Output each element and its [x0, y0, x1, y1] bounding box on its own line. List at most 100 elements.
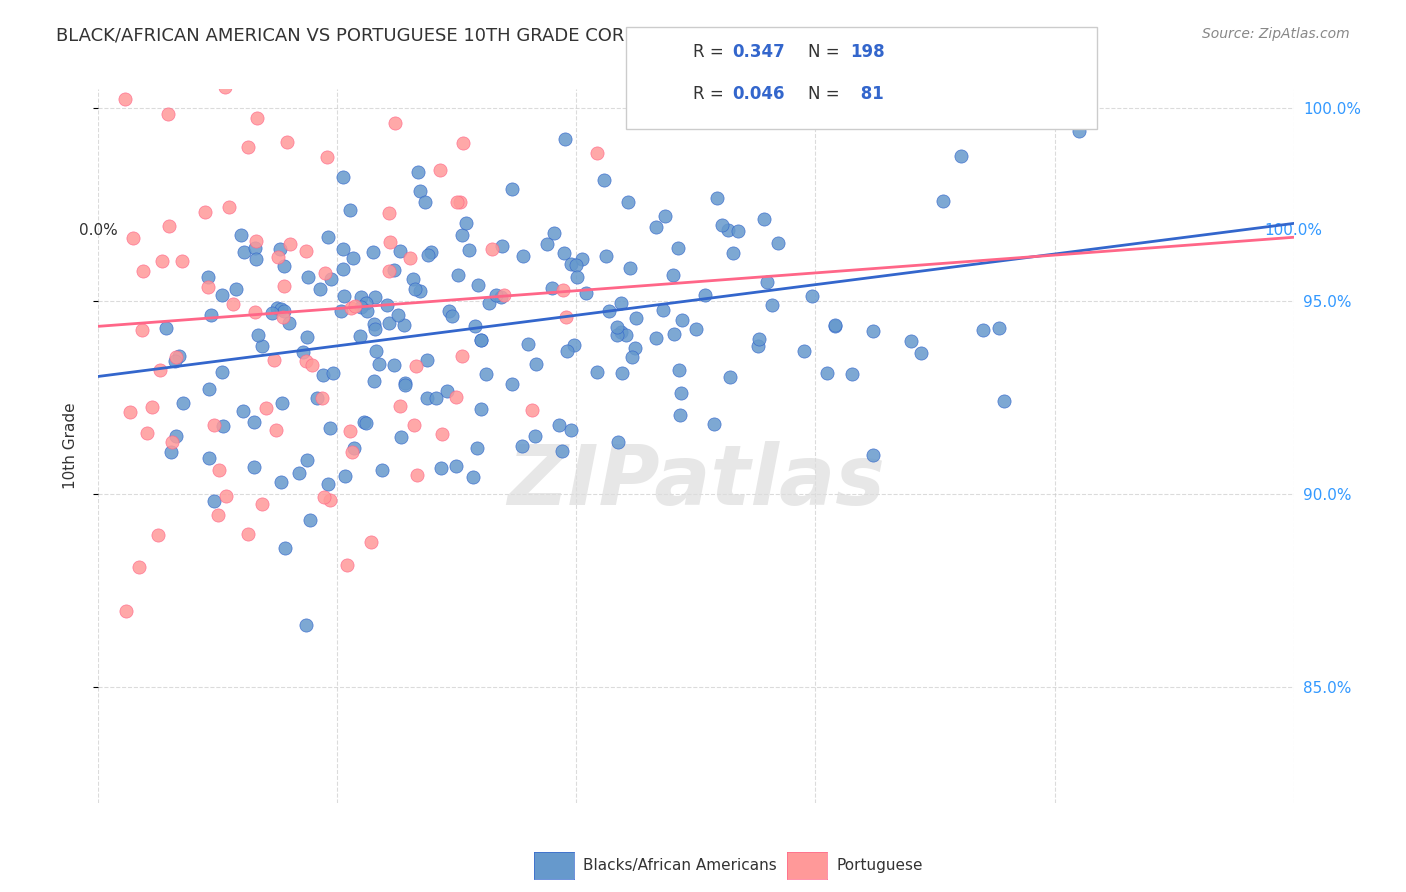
Point: [378, 235, 401, 250]
Point: [330, 303, 353, 318]
Point: [560, 424, 582, 438]
Point: [212, 419, 235, 434]
Point: [512, 249, 534, 263]
Point: [1067, 124, 1090, 138]
Point: [271, 396, 294, 410]
Point: [451, 349, 474, 363]
Point: [316, 150, 339, 164]
Point: [349, 329, 371, 343]
Point: [418, 248, 440, 262]
Point: [430, 460, 453, 475]
Point: [172, 395, 194, 409]
Point: [451, 136, 474, 150]
Point: [363, 322, 385, 336]
Point: [436, 384, 458, 399]
Point: [425, 391, 447, 405]
Point: [360, 0, 382, 13]
Point: [156, 107, 179, 121]
Point: [332, 169, 354, 184]
Point: [703, 417, 725, 431]
Point: [661, 268, 683, 282]
Point: [271, 310, 294, 324]
Point: [972, 324, 994, 338]
Point: [371, 462, 394, 476]
Point: [706, 191, 728, 205]
Point: [301, 358, 323, 372]
Point: [447, 268, 470, 283]
Point: [516, 336, 538, 351]
Point: [624, 341, 647, 355]
Point: [319, 492, 342, 507]
Point: [211, 288, 233, 302]
Point: [394, 318, 416, 333]
Point: [801, 289, 824, 303]
Point: [645, 219, 668, 234]
Point: [841, 368, 863, 382]
Point: [454, 216, 477, 230]
Point: [585, 145, 607, 160]
Point: [159, 445, 181, 459]
Point: [250, 497, 273, 511]
Point: [312, 368, 335, 382]
Point: [402, 271, 425, 285]
Point: [340, 444, 363, 458]
Text: 100.0%: 100.0%: [1264, 223, 1323, 238]
Point: [610, 366, 633, 380]
Point: [565, 269, 588, 284]
Point: [141, 400, 163, 414]
Point: [897, 67, 920, 81]
Point: [761, 298, 783, 312]
Point: [200, 308, 222, 322]
Point: [231, 227, 253, 242]
Point: [510, 439, 533, 453]
Point: [278, 237, 301, 252]
Point: [520, 403, 543, 417]
Text: N =: N =: [808, 43, 845, 61]
Point: [360, 534, 382, 549]
Point: [250, 339, 273, 353]
Point: [120, 405, 142, 419]
Point: [267, 251, 290, 265]
Point: [221, 297, 243, 311]
Text: 81: 81: [855, 85, 883, 103]
Point: [378, 206, 401, 220]
Point: [263, 353, 285, 368]
Point: [416, 352, 439, 367]
Text: 0.347: 0.347: [733, 43, 786, 61]
Point: [718, 369, 741, 384]
Point: [197, 269, 219, 284]
Point: [246, 112, 269, 126]
Point: [408, 165, 430, 179]
Point: [336, 558, 359, 572]
Point: [309, 282, 332, 296]
Point: [571, 252, 593, 266]
Point: [208, 463, 231, 477]
Point: [491, 238, 513, 252]
Point: [553, 246, 575, 260]
Point: [225, 282, 247, 296]
Point: [297, 269, 319, 284]
Point: [748, 332, 770, 346]
Point: [299, 0, 322, 2]
Point: [122, 231, 145, 245]
Point: [264, 423, 287, 437]
Point: [444, 390, 467, 404]
Text: Source: ZipAtlas.com: Source: ZipAtlas.com: [1202, 27, 1350, 41]
Point: [170, 253, 193, 268]
Point: [620, 350, 643, 364]
Text: N =: N =: [808, 85, 845, 103]
Text: Portuguese: Portuguese: [837, 858, 924, 872]
Point: [354, 416, 377, 430]
Point: [553, 283, 575, 297]
Point: [363, 317, 385, 331]
Point: [291, 344, 314, 359]
Text: BLACK/AFRICAN AMERICAN VS PORTUGUESE 10TH GRADE CORRELATION CHART: BLACK/AFRICAN AMERICAN VS PORTUGUESE 10T…: [56, 27, 780, 45]
Point: [389, 429, 412, 443]
Point: [717, 223, 740, 237]
Point: [450, 194, 472, 209]
Point: [501, 182, 523, 196]
Point: [215, 490, 238, 504]
Point: [202, 494, 225, 508]
Point: [662, 327, 685, 342]
Point: [314, 266, 336, 280]
